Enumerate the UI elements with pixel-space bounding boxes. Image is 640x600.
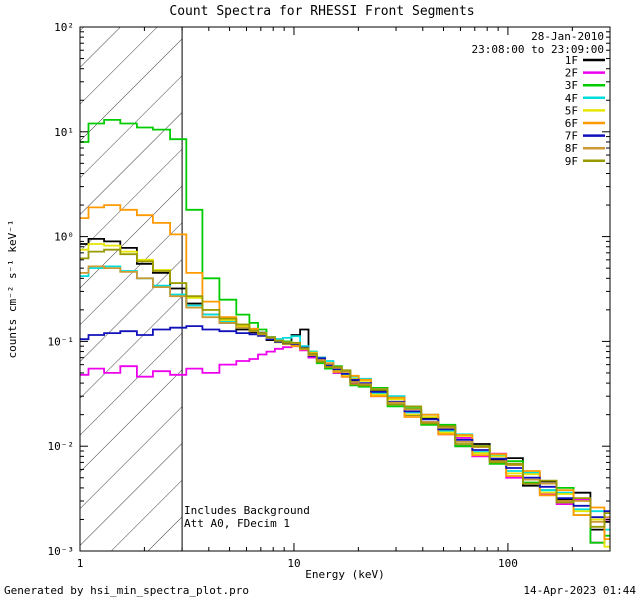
legend-label-9F: 9F — [565, 155, 578, 168]
legend-date: 28-Jan-2010 — [531, 30, 604, 43]
annotation-includes-background: Includes Background — [184, 504, 310, 517]
x-axis-label: Energy (keV) — [305, 568, 384, 581]
y-tick-label-5: 10⁻² — [48, 440, 75, 453]
x-tick-label-1: 1 — [77, 557, 84, 570]
plot-frame — [79, 26, 611, 552]
excluded-region-hatch — [80, 27, 183, 551]
legend-label-4F: 4F — [565, 92, 578, 105]
legend-label-5F: 5F — [565, 104, 578, 117]
legend-time-range: 23:08:00 to 23:09:00 — [472, 43, 604, 56]
y-tick-label-3: 10⁰ — [54, 231, 74, 244]
y-tick-label-2: 10¹ — [54, 126, 74, 139]
x-tick-label-100: 100 — [498, 557, 518, 570]
series-line-9F — [80, 248, 610, 528]
legend-label-7F: 7F — [565, 130, 578, 143]
y-axis-label: counts cm⁻² s⁻¹ keV⁻¹ — [6, 219, 19, 358]
legend-label-8F: 8F — [565, 142, 578, 155]
legend-label-6F: 6F — [565, 117, 578, 130]
y-tick-label-4: 10⁻¹ — [48, 335, 75, 348]
footer-timestamp: 14-Apr-2023 01:44 — [523, 584, 636, 597]
annotation-attenuator-state: Att A0, FDecim 1 — [184, 517, 290, 530]
legend-label-1F: 1F — [565, 54, 578, 67]
x-tick-label-10: 10 — [287, 557, 300, 570]
chart-title: Count Spectra for RHESSI Front Segments — [169, 4, 474, 19]
y-tick-label-6: 10⁻³ — [48, 545, 75, 558]
legend-label-3F: 3F — [565, 79, 578, 92]
footer-generated-by: Generated by hsi_min_spectra_plot.pro — [4, 584, 249, 597]
series-line-3F — [80, 119, 610, 544]
y-tick-label-1: 10² — [54, 21, 74, 34]
legend-label-2F: 2F — [565, 67, 578, 80]
